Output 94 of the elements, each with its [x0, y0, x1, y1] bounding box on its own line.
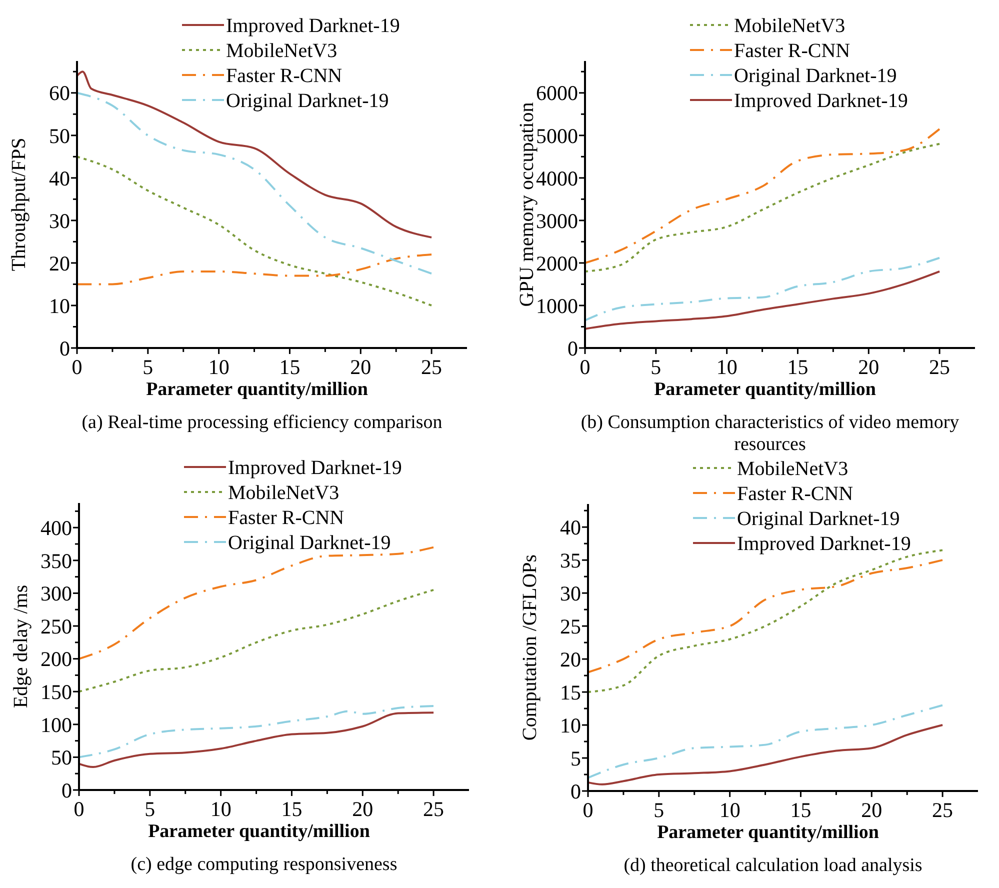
y-tick-label: 5	[570, 746, 581, 770]
legend-label: Faster R-CNN	[737, 483, 854, 505]
x-tick-label: 5	[142, 355, 154, 379]
y-tick-label: 35	[560, 548, 581, 572]
line-series	[584, 256, 941, 322]
y-tick-label: 0	[570, 779, 581, 804]
legend-label: MobileNetV3	[737, 458, 848, 480]
line-series	[587, 724, 944, 786]
legend-label: Improved Darknet-19	[226, 15, 400, 37]
legend-label: Faster R-CNN	[226, 65, 342, 87]
y-axis-title: Computation /GFLOPs	[519, 554, 541, 741]
x-tick-label: 15	[279, 355, 300, 379]
legend-label: Original Darknet-19	[228, 532, 391, 554]
line-series	[584, 270, 941, 330]
y-axis-title: Edge delay /ms	[10, 584, 32, 708]
y-tick-label: 3000	[536, 208, 578, 233]
x-tick-label: 25	[423, 797, 444, 821]
line-series	[584, 128, 941, 264]
line-series	[587, 559, 944, 674]
x-axis-title: Parameter quantity/million	[148, 821, 370, 842]
x-tick-label: 10	[719, 798, 740, 822]
legend-label: Faster R-CNN	[734, 40, 850, 62]
legend-label: MobileNetV3	[226, 40, 338, 62]
y-tick-label: 30	[49, 208, 70, 233]
y-tick-label: 100	[40, 712, 72, 737]
line-series	[78, 712, 435, 768]
x-tick-label: 20	[858, 355, 880, 379]
y-axis-title: Throughput/FPS	[8, 138, 30, 272]
x-tick-label: 20	[352, 797, 374, 821]
x-tick-label: 5	[144, 797, 156, 821]
y-tick-label: 30	[560, 581, 581, 606]
text: (c) edge computing responsiveness	[130, 854, 398, 875]
line-series	[76, 156, 433, 306]
y-tick-label: 50	[49, 124, 70, 148]
line-series	[76, 70, 433, 238]
y-tick-label: 250	[40, 614, 72, 638]
legend-label: Improved Darknet-19	[228, 457, 402, 479]
legend-label: Improved Darknet-19	[734, 90, 908, 112]
y-tick-label: 200	[40, 647, 72, 672]
legend-label: Original Darknet-19	[734, 65, 897, 87]
y-tick-label: 0	[60, 336, 70, 360]
x-tick-label: 15	[281, 797, 302, 821]
legend-label: Original Darknet-19	[737, 508, 900, 530]
y-tick-label: 0	[62, 778, 72, 802]
line-series	[587, 704, 944, 779]
y-tick-label: 0	[568, 336, 578, 360]
x-tick-label: 10	[208, 355, 230, 379]
y-tick-label: 10	[49, 294, 70, 318]
y-tick-label: 40	[560, 515, 581, 540]
y-tick-label: 400	[40, 516, 72, 540]
y-tick-label: 20	[560, 647, 581, 672]
x-tick-label: 10	[210, 797, 232, 821]
x-tick-label: 25	[421, 355, 442, 379]
y-tick-label: 2000	[536, 251, 578, 276]
x-tick-label: 5	[650, 355, 662, 379]
x-tick-label: 15	[787, 355, 808, 379]
legend-label: Original Darknet-19	[226, 90, 389, 112]
x-axis-title: Parameter quantity/million	[657, 822, 880, 843]
x-axis-title: Parameter quantity/million	[654, 379, 876, 400]
y-tick-label: 300	[40, 582, 72, 606]
y-tick-label: 40	[49, 166, 70, 190]
x-tick-label: 5	[654, 798, 664, 822]
y-tick-label: 4000	[536, 166, 578, 190]
x-tick-label: 10	[716, 355, 738, 379]
legend-label: Improved Darknet-19	[737, 533, 911, 555]
legend-label: MobileNetV3	[734, 15, 846, 37]
x-axis-title: Parameter quantity/million	[146, 379, 368, 400]
y-tick-label: 5000	[536, 124, 578, 148]
y-tick-label: 25	[560, 614, 581, 638]
y-tick-label: 20	[49, 251, 70, 276]
x-tick-label: 20	[350, 355, 372, 379]
y-tick-label: 6000	[536, 81, 578, 106]
line-series	[78, 588, 435, 693]
y-tick-label: 10	[560, 713, 581, 738]
text: (d) theoretical calculation load analysis	[624, 855, 922, 876]
legend-label: MobileNetV3	[228, 482, 340, 504]
y-tick-label: 350	[40, 548, 72, 573]
line-series	[76, 92, 433, 275]
y-tick-label: 50	[51, 746, 72, 770]
text: (a) Real-time processing efficiency comparison	[82, 412, 443, 433]
y-tick-label: 150	[40, 680, 72, 704]
y-axis-title: GPU memory occupation	[516, 102, 538, 307]
y-tick-label: 60	[49, 81, 70, 106]
legend-label: Faster R-CNN	[228, 507, 344, 529]
line-series	[584, 142, 941, 272]
text: (b) Consumption characteristics of video memory resources	[580, 412, 960, 455]
line-series	[78, 705, 435, 758]
x-tick-label: 15	[790, 798, 812, 822]
x-tick-label: 20	[861, 798, 882, 822]
x-tick-label: 25	[932, 798, 954, 822]
x-tick-label: 25	[929, 355, 950, 379]
line-series	[76, 253, 433, 286]
y-tick-label: 15	[560, 680, 581, 704]
y-tick-label: 1000	[536, 294, 578, 318]
